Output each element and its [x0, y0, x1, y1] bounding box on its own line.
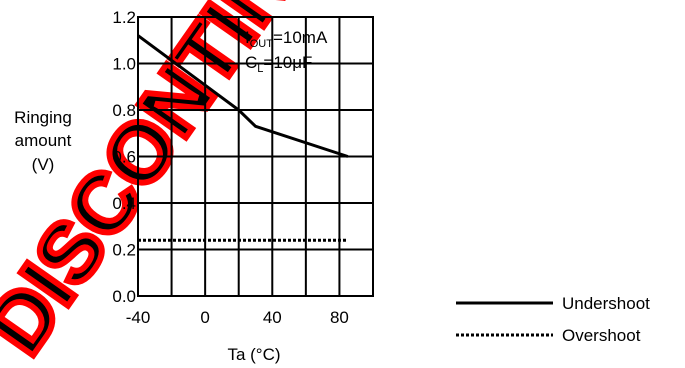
y-tick-label: 0.0: [112, 287, 136, 306]
series-line-undershoot: [137, 34, 349, 158]
annotation-iout: IOUT=10mA: [245, 28, 328, 50]
annotation-iout-prefix: I: [245, 28, 250, 47]
x-tick-label: 80: [330, 308, 349, 327]
annotation-iout-sub: OUT: [250, 38, 274, 50]
x-tick-label: 40: [263, 308, 282, 327]
annotation-cl: CL=10μF: [245, 53, 312, 75]
y-tick-label: 0.2: [112, 241, 136, 260]
y-axis-label-line-2: amount: [15, 131, 72, 150]
annotation-cl-suffix: =10μF: [263, 53, 312, 72]
x-tick-label: -40: [126, 308, 151, 327]
y-axis-label-line-1: Ringing: [14, 108, 72, 127]
legend-label-undershoot: Undershoot: [562, 294, 650, 313]
series-lines: [137, 34, 349, 242]
y-tick-label: 1.0: [112, 55, 136, 74]
x-tick-label: 0: [200, 308, 209, 327]
y-tick-label: 0.6: [112, 148, 136, 167]
annotation-cl-prefix: C: [245, 53, 257, 72]
y-axis-label: Ringing amount (V): [14, 108, 72, 174]
y-tick-label: 0.8: [112, 101, 136, 120]
legend-label-overshoot: Overshoot: [562, 326, 641, 345]
x-axis-label: Ta (°C): [227, 345, 280, 364]
y-tick-label: 0.4: [112, 194, 136, 213]
y-tick-label: 1.2: [112, 8, 136, 27]
y-axis-label-line-3: (V): [32, 155, 55, 174]
annotation-cl-sub: L: [257, 63, 263, 75]
annotation-iout-suffix: =10mA: [273, 28, 328, 47]
axes: 0.0 0.2 0.4 0.6 0.8 1.0 1.2 -40 0 40 80: [112, 8, 374, 327]
plot-frame: [137, 16, 374, 297]
legend: Undershoot Overshoot: [456, 294, 650, 345]
